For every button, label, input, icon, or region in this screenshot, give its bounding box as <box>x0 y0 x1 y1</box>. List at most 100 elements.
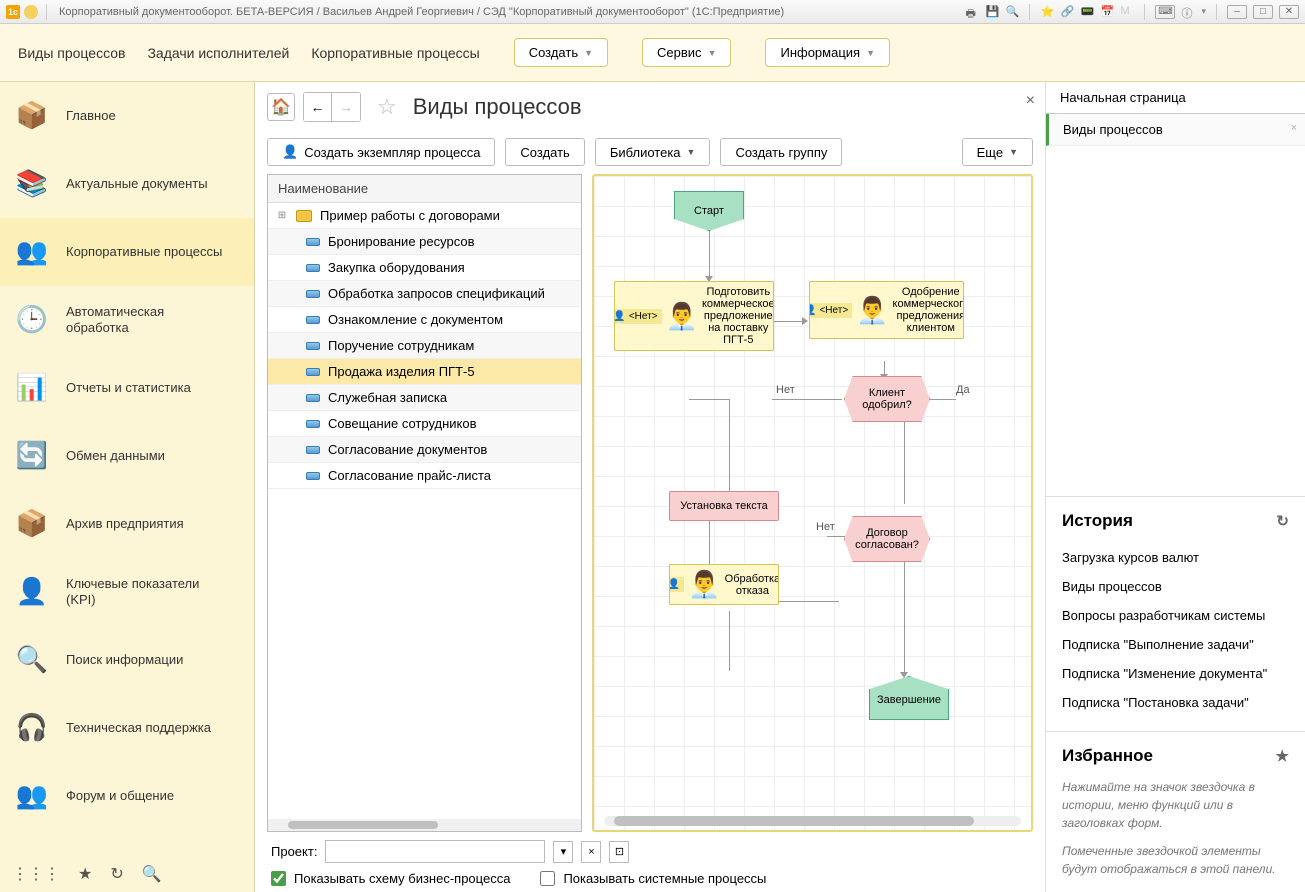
list-item[interactable]: Бронирование ресурсов <box>268 229 581 255</box>
create-button[interactable]: Создать <box>505 138 584 166</box>
close-window-button[interactable]: ✕ <box>1279 5 1299 19</box>
node-start[interactable]: Старт <box>674 191 744 231</box>
calendar-icon[interactable]: 📅 <box>1100 5 1114 19</box>
node-decision-client[interactable]: Клиент одобрил? <box>844 376 930 422</box>
preview-icon[interactable]: 🔍 <box>1005 5 1019 19</box>
m-icon[interactable]: M <box>1120 5 1134 19</box>
start-page-tab[interactable]: Начальная страница <box>1046 82 1305 114</box>
node-task-approve[interactable]: 👤<Нет> 👨‍💼Одобрение коммерческого предло… <box>809 281 964 339</box>
list-item[interactable]: Согласование документов <box>268 437 581 463</box>
sidebar-item-4[interactable]: 📊Отчеты и статистика <box>0 354 254 422</box>
sidebar-icon: 📦 <box>12 96 52 136</box>
compact-button[interactable]: ⌨ <box>1155 5 1175 19</box>
ribbon-tab-tasks[interactable]: Задачи исполнителей <box>147 45 289 61</box>
menu-icon[interactable]: ⋮⋮⋮ <box>12 864 60 884</box>
node-decision-contract[interactable]: Договор согласован? <box>844 516 930 562</box>
list-scrollbar[interactable] <box>268 819 581 831</box>
history-item[interactable]: Виды процессов <box>1062 572 1289 601</box>
list-item[interactable]: Продажа изделия ПГТ-5 <box>268 359 581 385</box>
sidebar-icon: 🔄 <box>12 436 52 476</box>
favorites-star-icon[interactable]: ★ <box>1276 747 1289 765</box>
more-button[interactable]: Еще▼ <box>962 138 1033 166</box>
print-icon[interactable]: 🖶 <box>965 5 979 19</box>
list-item[interactable]: Ознакомление с документом <box>268 307 581 333</box>
history-item[interactable]: Подписка "Изменение документа" <box>1062 659 1289 688</box>
list-item[interactable]: ⊞Пример работы с договорами <box>268 203 581 229</box>
star-icon[interactable]: ⭐ <box>1040 5 1054 19</box>
close-page-button[interactable]: × <box>1026 92 1035 110</box>
diagram-scrollbar[interactable] <box>604 816 1021 826</box>
favorite-icon[interactable]: ★ <box>78 864 92 884</box>
item-label: Закупка оборудования <box>328 260 465 275</box>
app-icon: 1c <box>6 5 20 19</box>
close-tab-icon[interactable]: × <box>1291 122 1297 134</box>
sidebar-item-5[interactable]: 🔄Обмен данными <box>0 422 254 490</box>
list-item[interactable]: Обработка запросов спецификаций <box>268 281 581 307</box>
list-item[interactable]: Служебная записка <box>268 385 581 411</box>
node-task-prepare[interactable]: 👤<Нет> 👨‍💼Подготовить коммерческое предл… <box>614 281 774 351</box>
create-group-button[interactable]: Создать группу <box>720 138 842 166</box>
sidebar-icon: 👥 <box>12 776 52 816</box>
item-label: Служебная записка <box>328 390 447 405</box>
sidebar-item-6[interactable]: 📦Архив предприятия <box>0 490 254 558</box>
node-end[interactable]: Завершение <box>869 676 949 720</box>
list-item[interactable]: Поручение сотрудникам <box>268 333 581 359</box>
dropdown-icon[interactable] <box>24 5 38 19</box>
item-label: Обработка запросов спецификаций <box>328 286 545 301</box>
info-icon[interactable]: ⓘ <box>1181 5 1195 19</box>
sidebar-item-2[interactable]: 👥Корпоративные процессы <box>0 218 254 286</box>
link-icon[interactable]: 🔗 <box>1060 5 1074 19</box>
minimize-button[interactable]: – <box>1227 5 1247 19</box>
home-button[interactable]: 🏠 <box>267 93 295 121</box>
save-icon[interactable]: 💾 <box>985 5 999 19</box>
sidebar-label: Архив предприятия <box>66 516 184 532</box>
sidebar-item-0[interactable]: 📦Главное <box>0 82 254 150</box>
sidebar-item-1[interactable]: 📚Актуальные документы <box>0 150 254 218</box>
maximize-button[interactable]: □ <box>1253 5 1273 19</box>
create-instance-button[interactable]: 👤Создать экземпляр процесса <box>267 138 495 166</box>
history-item[interactable]: Подписка "Постановка задачи" <box>1062 688 1289 717</box>
list-header[interactable]: Наименование <box>268 175 581 203</box>
item-icon <box>306 368 320 376</box>
sidebar-label: Поиск информации <box>66 652 183 668</box>
node-set-text[interactable]: Установка текста <box>669 491 779 521</box>
search-icon[interactable]: 🔍 <box>142 864 162 884</box>
history-icon[interactable]: ↻ <box>110 864 123 884</box>
show-system-checkbox[interactable]: Показывать системные процессы <box>540 871 766 886</box>
project-clear[interactable]: × <box>581 841 601 863</box>
diagram-canvas[interactable]: Нет Да Нет Старт 👤<Нет> 👨‍💼Подготовить к… <box>592 174 1033 832</box>
history-icon[interactable]: ↻ <box>1276 512 1289 530</box>
ribbon-service-button[interactable]: Сервис▼ <box>642 38 731 67</box>
library-button[interactable]: Библиотека▼ <box>595 138 711 166</box>
sidebar-item-3[interactable]: 🕒Автоматическая обработка <box>0 286 254 354</box>
show-schema-checkbox[interactable]: Показывать схему бизнес-процесса <box>271 871 510 886</box>
project-label: Проект: <box>271 844 317 859</box>
item-label: Поручение сотрудникам <box>328 338 474 353</box>
sidebar-item-8[interactable]: 🔍Поиск информации <box>0 626 254 694</box>
project-input[interactable] <box>325 840 545 863</box>
project-dropdown[interactable]: ▾ <box>553 841 573 863</box>
sidebar-item-7[interactable]: 👤Ключевые показатели (KPI) <box>0 558 254 626</box>
node-task-reject[interactable]: 👤 👨‍💼Обработка отказа <box>669 564 779 605</box>
back-button[interactable]: ← <box>304 93 332 121</box>
sidebar-label: Актуальные документы <box>66 176 208 192</box>
forward-button[interactable]: → <box>332 93 360 121</box>
ribbon-info-button[interactable]: Информация▼ <box>765 38 890 67</box>
expand-icon[interactable]: ⊞ <box>276 210 288 221</box>
sidebar-item-10[interactable]: 👥Форум и общение <box>0 762 254 830</box>
list-pane: Наименование ⊞Пример работы с договорами… <box>267 174 582 832</box>
calc-icon[interactable]: 📟 <box>1080 5 1094 19</box>
ribbon-tab-corp-processes[interactable]: Корпоративные процессы <box>311 45 479 61</box>
ribbon-tab-process-types[interactable]: Виды процессов <box>18 45 125 61</box>
history-item[interactable]: Вопросы разработчикам системы <box>1062 601 1289 630</box>
list-item[interactable]: Согласование прайс-листа <box>268 463 581 489</box>
favorite-star[interactable]: ☆ <box>377 94 397 120</box>
active-tab[interactable]: Виды процессов× <box>1046 114 1305 146</box>
list-item[interactable]: Совещание сотрудников <box>268 411 581 437</box>
history-item[interactable]: Загрузка курсов валют <box>1062 543 1289 572</box>
history-item[interactable]: Подписка "Выполнение задачи" <box>1062 630 1289 659</box>
list-item[interactable]: Закупка оборудования <box>268 255 581 281</box>
ribbon-create-button[interactable]: Создать▼ <box>514 38 608 67</box>
sidebar-item-9[interactable]: 🎧Техническая поддержка <box>0 694 254 762</box>
project-open[interactable]: ⊡ <box>609 841 629 863</box>
